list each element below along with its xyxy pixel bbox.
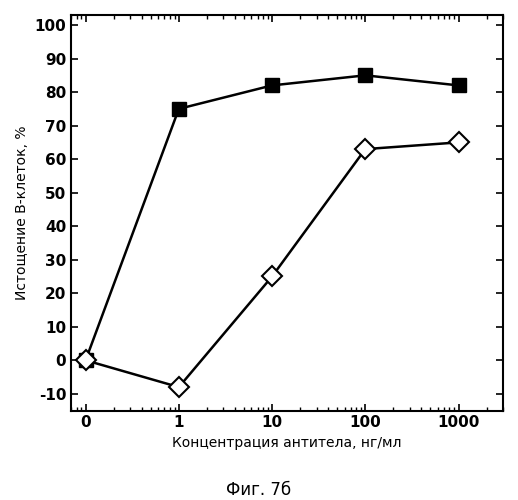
Y-axis label: Истощение В-клеток, %: Истощение В-клеток, % <box>15 126 29 300</box>
Text: Фиг. 7б: Фиг. 7б <box>226 481 292 499</box>
X-axis label: Концентрация антитела, нг/мл: Концентрация антитела, нг/мл <box>172 436 402 450</box>
